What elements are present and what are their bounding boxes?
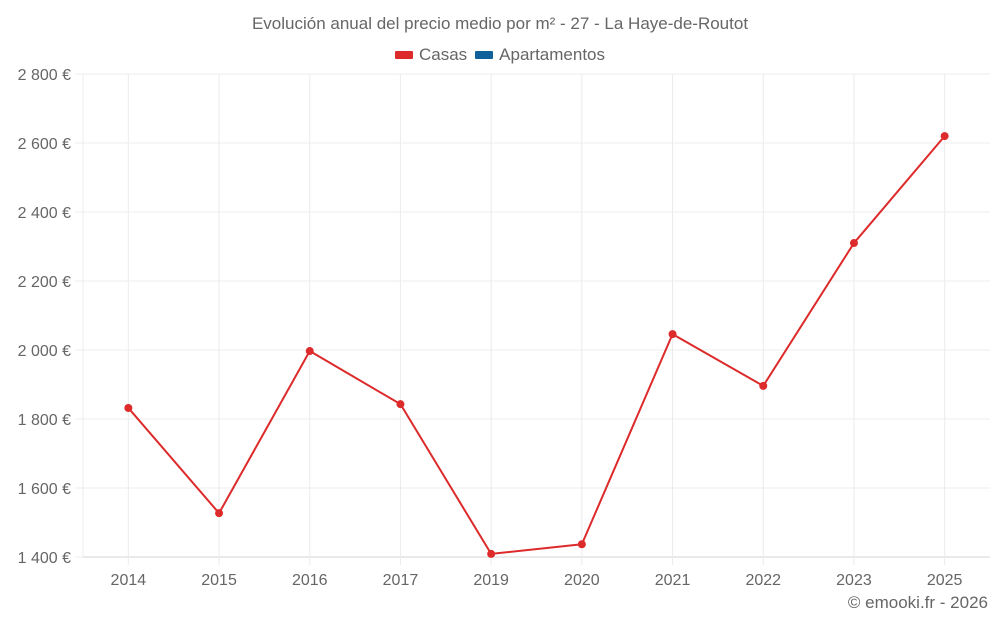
y-tick-label: 1 800 € [18,412,71,429]
y-tick-label: 2 800 € [18,67,71,84]
x-tick-label: 2020 [564,572,600,589]
y-tick-label: 2 000 € [18,343,71,360]
x-tick-label: 2016 [292,572,328,589]
data-point[interactable] [577,540,586,549]
y-tick-label: 2 600 € [18,136,71,153]
credit-text: © emooki.fr - 2026 [847,593,988,612]
casas-swatch-icon [394,51,413,59]
data-point[interactable] [759,381,768,390]
y-tick-label: 2 200 € [18,274,71,291]
apartamentos-swatch-icon [475,51,494,59]
x-tick-label: 2019 [473,572,509,589]
x-tick-label: 2014 [111,572,147,589]
series-casas [124,132,949,558]
data-point[interactable] [940,132,949,141]
legend-item-apartamentos[interactable]: Apartamentos [475,45,605,65]
y-axis: 1 400 € 1 600 € 1 800 € 2 000 € 2 200 € 2 400… [18,67,71,567]
chart-title: Evolución anual del precio medio por m² … [251,14,749,33]
data-point[interactable] [849,239,858,248]
y-tick-label: 1 400 € [18,550,71,567]
data-point[interactable] [668,330,677,339]
data-point[interactable] [487,549,496,558]
x-tick-label: 2017 [383,572,419,589]
data-point[interactable] [305,347,314,356]
data-point[interactable] [396,400,405,409]
legend-item-casas[interactable]: Casas [394,45,468,65]
y-tick-label: 2 400 € [18,205,71,222]
legend: Casas Apartamentos [0,45,1000,65]
x-tick-label: 2015 [201,572,237,589]
legend-label-apartamentos: Apartamentos [499,45,606,64]
x-tick-label: 2023 [836,572,872,589]
grid [75,73,990,565]
data-point[interactable] [215,509,224,518]
x-tick-label: 2022 [745,572,781,589]
x-tick-label: 2025 [927,572,963,589]
y-tick-label: 1 600 € [18,481,71,498]
x-axis: 2014 2015 2016 2017 2019 2020 2021 2022 2023 2025 [111,572,963,589]
x-tick-label: 2021 [655,572,691,589]
legend-label-casas: Casas [418,45,468,64]
data-point[interactable] [124,403,133,412]
